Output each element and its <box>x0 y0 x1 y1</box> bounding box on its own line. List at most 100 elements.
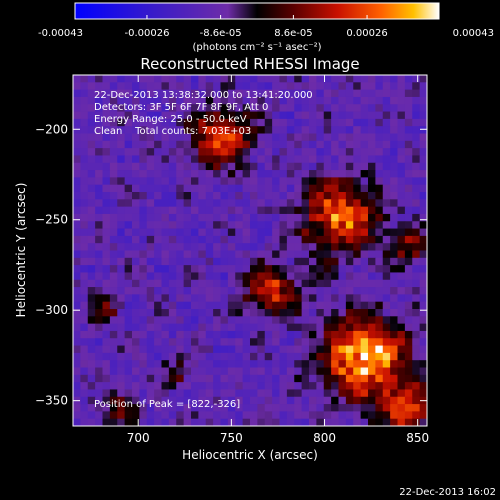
heatmap-cell <box>95 177 103 186</box>
heatmap-cell <box>264 235 273 244</box>
heatmap-cell <box>404 330 413 339</box>
heatmap-cell <box>264 338 273 346</box>
heatmap-cell <box>257 338 266 346</box>
heatmap-cell <box>80 294 89 303</box>
heatmap-cell <box>272 206 280 215</box>
heatmap-cell <box>419 316 427 325</box>
heatmap-cell <box>272 411 280 420</box>
heatmap-cell <box>331 170 339 178</box>
heatmap-cell <box>220 184 229 193</box>
heatmap-cell <box>345 301 354 310</box>
heatmap-cell <box>323 309 332 317</box>
heatmap-cell <box>412 148 421 156</box>
heatmap-cell <box>316 75 325 83</box>
heatmap-cell <box>117 411 126 420</box>
heatmap-cell <box>117 301 126 310</box>
heatmap-cell <box>242 316 251 325</box>
heatmap-cell <box>139 213 148 222</box>
heatmap-cell <box>309 272 317 281</box>
heatmap-cell <box>338 228 347 237</box>
heatmap-cell <box>139 411 148 420</box>
heatmap-cell <box>368 192 376 200</box>
heatmap-cell <box>161 162 170 171</box>
heatmap-cell <box>353 367 362 376</box>
heatmap-cell <box>176 133 185 142</box>
heatmap-cell <box>235 374 244 383</box>
heatmap-cell <box>412 287 421 295</box>
heatmap-cell <box>375 345 384 354</box>
heatmap-cell <box>264 177 273 186</box>
heatmap-cell <box>95 294 103 303</box>
heatmap-cell <box>109 235 118 244</box>
heatmap-cell <box>87 206 96 215</box>
heatmap-cell <box>345 250 354 259</box>
heatmap-cell <box>87 389 96 398</box>
heatmap-cell <box>272 170 280 178</box>
heatmap-cell <box>205 316 214 325</box>
heatmap-cell <box>338 338 347 346</box>
heatmap-cell <box>109 133 118 142</box>
heatmap-cell <box>124 389 133 398</box>
heatmap-cell <box>87 309 96 317</box>
heatmap-cell <box>353 316 362 325</box>
heatmap-cell <box>102 360 111 368</box>
heatmap-cell <box>176 374 185 383</box>
heatmap-cell <box>242 199 251 208</box>
heatmap-cell <box>338 257 347 266</box>
heatmap-cell <box>397 243 406 251</box>
heatmap-cell <box>250 301 258 310</box>
heatmap-cell <box>390 155 398 164</box>
heatmap-cell <box>353 287 362 295</box>
heatmap-cell <box>139 250 148 259</box>
heatmap-cell <box>264 104 273 112</box>
heatmap-cell <box>102 96 111 105</box>
heatmap-cell <box>87 418 96 426</box>
heatmap-cell <box>294 104 303 112</box>
heatmap-cell <box>117 338 126 346</box>
heatmap-cell <box>264 374 273 383</box>
heatmap-cell <box>146 104 155 112</box>
heatmap-cell <box>368 133 376 142</box>
heatmap-cell <box>132 155 140 164</box>
heatmap-cell <box>294 360 303 368</box>
heatmap-cell <box>338 192 347 200</box>
heatmap-cell <box>198 177 207 186</box>
heatmap-cell <box>390 279 398 288</box>
heatmap-cell <box>309 294 317 303</box>
heatmap-cell <box>183 301 192 310</box>
heatmap-cell <box>154 140 162 149</box>
heatmap-cell <box>286 140 295 149</box>
heatmap-cell <box>220 374 229 383</box>
heatmap-cell <box>235 155 244 164</box>
heatmap-cell <box>161 89 170 98</box>
heatmap-cell <box>220 235 229 244</box>
heatmap-cell <box>242 184 251 193</box>
heatmap-cell <box>213 382 221 390</box>
heatmap-cell <box>132 126 140 134</box>
heatmap-cell <box>183 140 192 149</box>
heatmap-cell <box>412 140 421 149</box>
heatmap-cell <box>301 96 310 105</box>
heatmap-cell <box>73 96 81 105</box>
heatmap-cell <box>227 184 236 193</box>
heatmap-cell <box>220 316 229 325</box>
heatmap-cell <box>353 170 362 178</box>
heatmap-cell <box>264 82 273 91</box>
heatmap-cell <box>412 177 421 186</box>
heatmap-cell <box>272 367 280 376</box>
heatmap-cell <box>124 272 133 281</box>
heatmap-cell <box>87 287 96 295</box>
heatmap-cell <box>227 213 236 222</box>
heatmap-cell <box>183 148 192 156</box>
heatmap-cell <box>382 411 391 420</box>
heatmap-cell <box>279 418 288 426</box>
heatmap-cell <box>368 265 376 273</box>
heatmap-cell <box>412 418 421 426</box>
heatmap-cell <box>183 374 192 383</box>
heatmap-cell <box>390 301 398 310</box>
heatmap-cell <box>213 396 221 405</box>
heatmap-cell <box>191 294 199 303</box>
heatmap-cell <box>235 111 244 120</box>
heatmap-cell <box>353 221 362 229</box>
heatmap-cell <box>235 309 244 317</box>
